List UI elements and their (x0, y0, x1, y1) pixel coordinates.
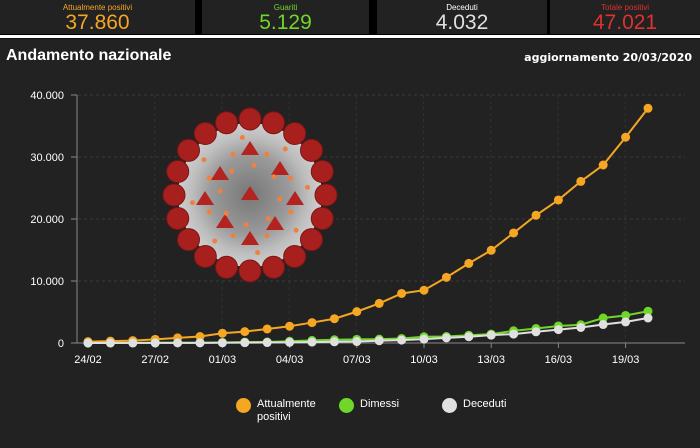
legend-label: Attualmente (257, 398, 316, 410)
stat-value: 5.129 (259, 11, 312, 34)
stat-card-deceduti: Deceduti 4.032 (377, 0, 547, 34)
legend-label: positivi (257, 411, 291, 423)
stats-bar: Attualmente positivi 37.860 Guariti 5.12… (0, 0, 700, 35)
svg-text:0: 0 (58, 338, 64, 350)
chart-panel: Andamento nazionale aggiornamento 20/03/… (0, 38, 700, 448)
svg-text:04/03: 04/03 (276, 354, 304, 366)
svg-text:01/03: 01/03 (209, 354, 237, 366)
stat-card-guariti: Guariti 5.129 (202, 0, 369, 34)
coronavirus-image (162, 107, 338, 283)
chart-grid (78, 94, 685, 343)
svg-text:10/03: 10/03 (410, 354, 438, 366)
update-date: aggiornamento 20/03/2020 (524, 51, 692, 64)
stat-value: 4.032 (435, 11, 489, 34)
legend-item-deceduti[interactable]: Deceduti (442, 398, 506, 413)
legend-label: Dimessi (360, 398, 400, 410)
svg-text:30.000: 30.000 (30, 152, 64, 164)
stat-label: Deceduti (446, 3, 478, 12)
divider (0, 35, 700, 38)
svg-text:07/03: 07/03 (343, 354, 371, 366)
stat-value: 37.860 (65, 11, 130, 34)
legend-label: Deceduti (463, 398, 507, 410)
svg-text:19/03: 19/03 (612, 354, 640, 366)
svg-text:13/03: 13/03 (477, 354, 505, 366)
stat-label: Guariti (273, 3, 298, 12)
svg-text:27/02: 27/02 (141, 354, 169, 366)
svg-text:20.000: 20.000 (30, 214, 64, 226)
stat-value: 47.021 (592, 11, 658, 34)
white-dot-icon (442, 398, 457, 413)
stat-label: Attualmente positivi (62, 3, 133, 12)
svg-text:24/02: 24/02 (74, 354, 102, 366)
orange-dot-icon (236, 398, 251, 413)
svg-text:16/03: 16/03 (545, 354, 573, 366)
chart-series (83, 103, 653, 348)
stat-card-attualmente-positivi: Attualmente positivi 37.860 (0, 0, 195, 34)
panel-title: Andamento nazionale (6, 47, 172, 64)
svg-text:40.000: 40.000 (30, 90, 64, 102)
svg-text:10.000: 10.000 (30, 276, 64, 288)
chart-legend: Attualmente positivi Dimessi Deceduti (0, 398, 700, 438)
chart-axes: 0 10.000 20.000 30.000 40.000 24/02 27/02 01/03… (30, 90, 685, 366)
stat-card-totale-positivi: Totale positivi 47.021 (550, 0, 700, 34)
legend-item-dimessi[interactable]: Dimessi (339, 398, 399, 413)
legend-item-attualmente-positivi[interactable]: Attualmente positivi (236, 398, 316, 424)
stat-label: Totale positivi (600, 3, 650, 12)
green-dot-icon (339, 398, 354, 413)
